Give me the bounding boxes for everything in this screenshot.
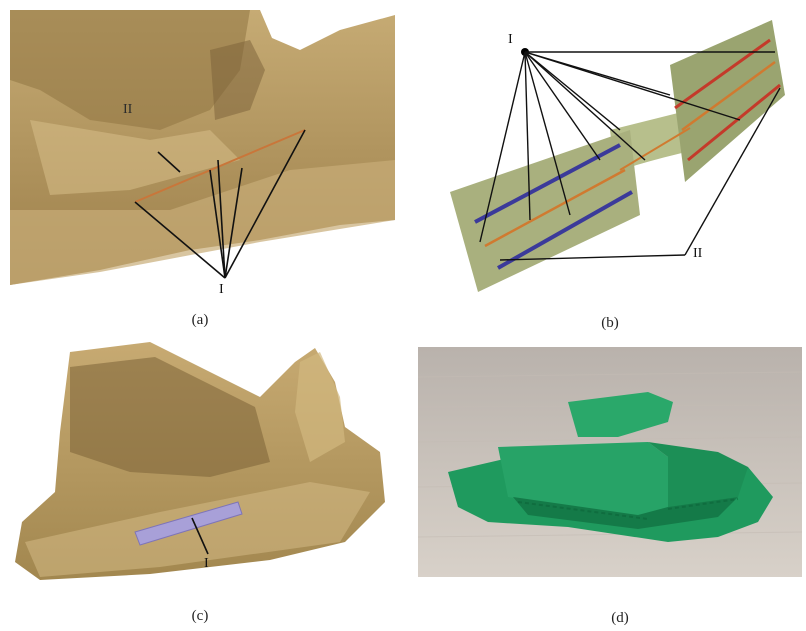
bracket-II [499, 87, 781, 261]
label-II-b: II [693, 246, 703, 261]
caption-b: (b) [601, 315, 619, 331]
cutting-guide-diagram-b [420, 10, 800, 300]
leader-line-I-c [191, 517, 209, 555]
mandible-render-a [10, 10, 395, 292]
panel-c: I [10, 342, 395, 590]
printed-guide-photo-d [418, 347, 802, 577]
panel-a: II I [10, 10, 395, 297]
caption-a: (a) [191, 312, 209, 328]
caption-c: (c) [191, 608, 209, 624]
label-I-c: I [204, 556, 209, 571]
label-II: II [123, 102, 133, 117]
orange-guide-line [134, 129, 306, 203]
leader-lines-I [134, 129, 306, 279]
caption-d: (d) [611, 610, 629, 626]
left-strip-lines [474, 143, 633, 270]
purple-guide-strip [134, 501, 243, 546]
panel-b: I II [420, 10, 800, 300]
panel-d [418, 347, 802, 577]
label-I-b: I [508, 32, 513, 47]
rays-from-I [479, 51, 775, 243]
label-I: I [219, 282, 224, 297]
mandible-render-c [10, 342, 395, 590]
